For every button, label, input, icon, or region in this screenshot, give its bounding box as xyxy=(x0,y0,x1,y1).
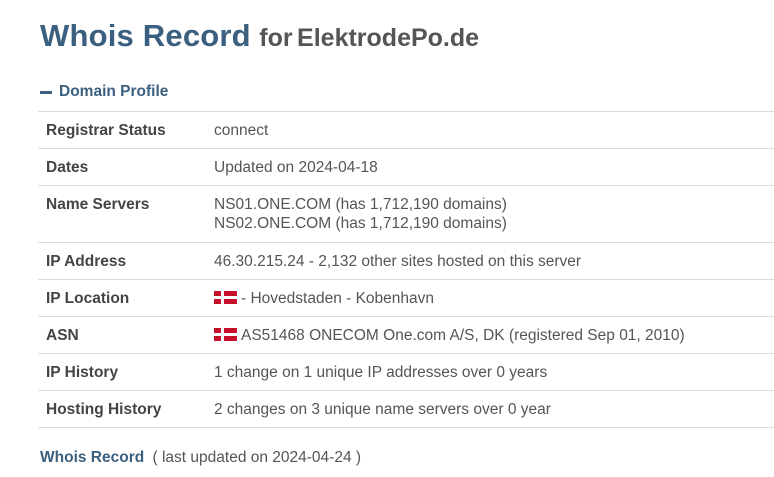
page-title-for: for xyxy=(259,24,293,52)
registrar-status-value: connect xyxy=(214,122,269,139)
table-row-dates: Dates Updated on 2024-04-18 xyxy=(38,148,774,186)
ip-location-value: - Hovedstaden - Kobenhavn xyxy=(241,290,435,307)
table-row-hosting-history: Hosting History 2 changes on 3 unique na… xyxy=(38,390,774,428)
page-title-main: Whois Record xyxy=(40,18,251,53)
name-server-2: NS02.ONE.COM (has 1,712,190 domains) xyxy=(214,215,507,232)
domain-profile-label: Domain Profile xyxy=(59,83,169,100)
whois-record-link[interactable]: Whois Record xyxy=(40,449,145,466)
name-servers-value: NS01.ONE.COM (has 1,712,190 domains) NS0… xyxy=(206,186,774,243)
ip-location-cell: - Hovedstaden - Kobenhavn xyxy=(206,280,774,317)
whois-record-footer: Whois Record ( last updated on 2024-04-2… xyxy=(40,449,361,467)
name-servers-label: Name Servers xyxy=(46,196,150,213)
asn-value: AS51468 ONECOM One.com A/S, DK (register… xyxy=(241,327,685,344)
name-server-1: NS01.ONE.COM (has 1,712,190 domains) xyxy=(214,196,507,213)
hosting-history-label: Hosting History xyxy=(46,401,162,418)
minus-icon xyxy=(40,90,52,94)
domain-profile-toggle[interactable]: Domain Profile xyxy=(40,83,168,101)
asn-label: ASN xyxy=(46,327,79,344)
ip-address-label: IP Address xyxy=(46,253,127,270)
table-row-ip-location: IP Location - Hovedstaden - Kobenhavn xyxy=(38,279,774,317)
domain-profile-table: Registrar Status connect Dates Updated o… xyxy=(38,111,774,428)
page-title-domain: ElektrodePo.de xyxy=(297,24,480,52)
hosting-history-value: 2 changes on 3 unique name servers over … xyxy=(214,401,551,418)
dates-value: Updated on 2024-04-18 xyxy=(214,159,378,176)
table-row-ip-address: IP Address 46.30.215.24 - 2,132 other si… xyxy=(38,242,774,280)
page-title: Whois Record for ElektrodePo.de xyxy=(40,18,479,54)
table-row-asn: ASN AS51468 ONECOM One.com A/S, DK (regi… xyxy=(38,316,774,354)
table-row-registrar-status: Registrar Status connect xyxy=(38,111,774,149)
dates-label: Dates xyxy=(46,159,89,176)
table-row-name-servers: Name Servers NS01.ONE.COM (has 1,712,190… xyxy=(38,185,774,243)
asn-cell: AS51468 ONECOM One.com A/S, DK (register… xyxy=(206,317,774,354)
ip-address-value: 46.30.215.24 - 2,132 other sites hosted … xyxy=(214,253,582,270)
denmark-flag-icon xyxy=(214,291,237,304)
ip-history-value: 1 change on 1 unique IP addresses over 0… xyxy=(214,364,548,381)
table-row-ip-history: IP History 1 change on 1 unique IP addre… xyxy=(38,353,774,391)
denmark-flag-icon xyxy=(214,328,237,341)
ip-history-label: IP History xyxy=(46,364,119,381)
last-updated-note: ( last updated on 2024-04-24 ) xyxy=(152,449,362,466)
registrar-status-label: Registrar Status xyxy=(46,122,166,139)
ip-location-label: IP Location xyxy=(46,290,130,307)
